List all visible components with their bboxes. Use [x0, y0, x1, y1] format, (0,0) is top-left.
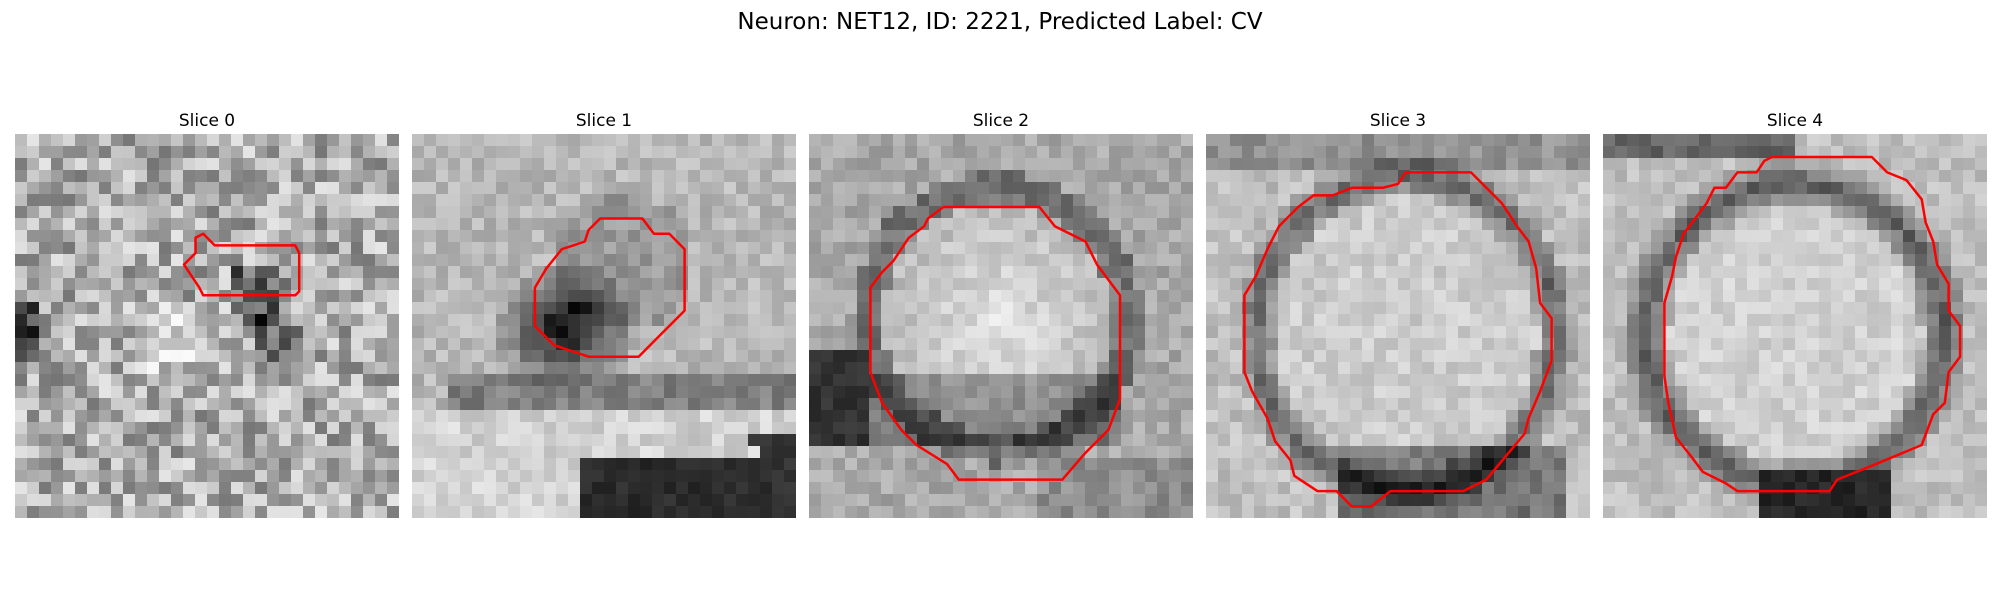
- segmentation-contour: [533, 217, 686, 358]
- slice-image: [412, 134, 796, 518]
- pixel-grid: [15, 134, 399, 518]
- slice-title: Slice 1: [575, 111, 633, 131]
- slice-title: Slice 4: [1766, 111, 1824, 131]
- segmentation-contour: [182, 232, 301, 297]
- slice-panel-1: Slice 1: [412, 110, 796, 518]
- pixel-grid: [1206, 134, 1590, 518]
- pixel-grid: [1603, 134, 1987, 518]
- slice-image: [1206, 134, 1590, 518]
- slice-image: [809, 134, 1193, 518]
- slice-panel-3: Slice 3: [1206, 110, 1590, 518]
- slice-title: Slice 0: [178, 111, 236, 131]
- figure-title: Neuron: NET12, ID: 2221, Predicted Label…: [737, 9, 1263, 35]
- segmentation-contour: [1663, 155, 1962, 493]
- slice-panel-2: Slice 2: [809, 110, 1193, 518]
- pixel-grid: [412, 134, 796, 518]
- slice-title: Slice 3: [1369, 111, 1427, 131]
- slice-image: [15, 134, 399, 518]
- slice-image: [1603, 134, 1987, 518]
- pixel-grid: [809, 134, 1193, 518]
- slice-panel-0: Slice 0: [15, 110, 399, 518]
- segmentation-contour: [869, 205, 1122, 481]
- slice-panel-4: Slice 4: [1603, 110, 1987, 518]
- segmentation-contour: [1243, 171, 1553, 508]
- slice-title: Slice 2: [972, 111, 1030, 131]
